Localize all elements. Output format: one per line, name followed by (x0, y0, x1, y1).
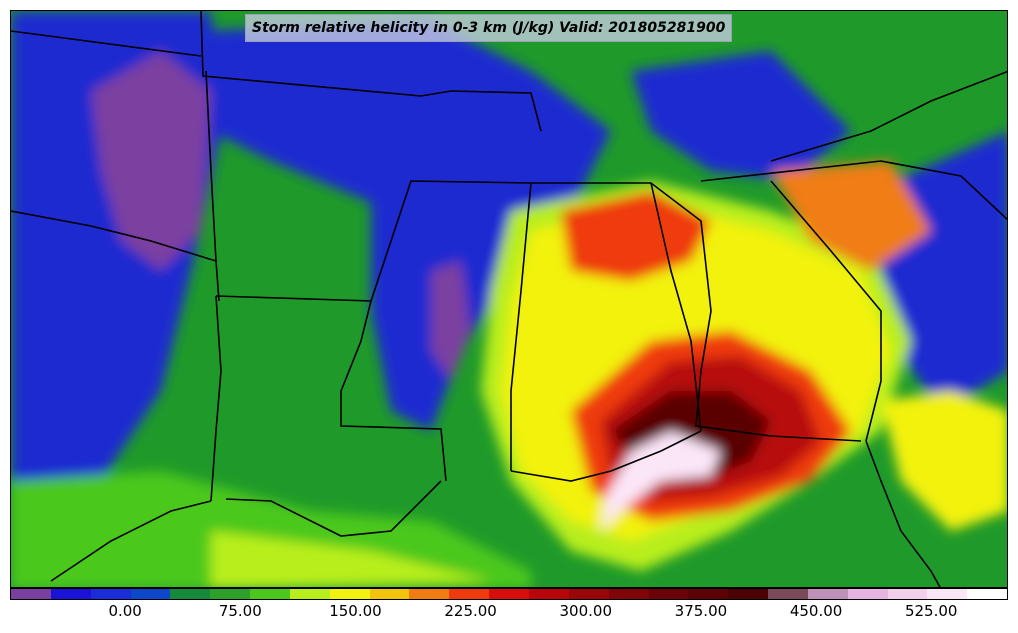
colorbar-swatch (130, 589, 171, 599)
colorbar-swatch (90, 589, 131, 599)
colorbar-swatch (927, 589, 968, 599)
colorbar-swatch (409, 589, 450, 599)
colorbar-swatch (50, 589, 91, 599)
colorbar-swatch (329, 589, 370, 599)
colorbar-swatch (807, 589, 848, 599)
colorbar-swatch (568, 589, 609, 599)
helicity-field-map (11, 11, 1007, 587)
helicity-shading (11, 11, 1007, 587)
colorbar-tick-label: 300.00 (559, 602, 613, 620)
colorbar-tick-label: 75.00 (218, 602, 262, 620)
colorbar-swatch (250, 589, 290, 599)
colorbar-swatch (688, 589, 729, 599)
map-title: Storm relative helicity in 0-3 km (J/kg)… (245, 14, 733, 42)
colorbar-tick-label: 150.00 (329, 602, 382, 620)
colorbar-swatch (847, 589, 888, 599)
colorbar-swatch (449, 589, 490, 599)
colorbar-swatch (170, 589, 211, 599)
colorbar-swatch (289, 589, 330, 599)
colorbar-swatch (648, 589, 689, 599)
colorbar-swatch (369, 589, 410, 599)
colorbar-tick-labels: 0.00 75.00 150.00 225.00 300.00 375.00 450.00 5… (10, 602, 1008, 626)
colorbar-swatch (210, 589, 251, 599)
colorbar-swatch (728, 589, 769, 599)
colorbar (10, 588, 1008, 600)
colorbar-tick-label: 225.00 (444, 602, 497, 620)
colorbar-swatch (768, 589, 808, 599)
colorbar-swatch (11, 589, 51, 599)
colorbar-swatch (967, 589, 1008, 599)
map-panel (10, 10, 1008, 588)
colorbar-tick-label: 0.00 (108, 602, 142, 620)
colorbar-swatch (528, 589, 569, 599)
colorbar-tick-label: 375.00 (674, 602, 728, 620)
colorbar-tick-label: 450.00 (789, 602, 843, 620)
colorbar-swatch (489, 589, 529, 599)
colorbar-swatch (608, 589, 649, 599)
state-boundaries (11, 11, 1007, 587)
colorbar-tick-label: 525.00 (904, 602, 958, 620)
colorbar-swatch (887, 589, 928, 599)
